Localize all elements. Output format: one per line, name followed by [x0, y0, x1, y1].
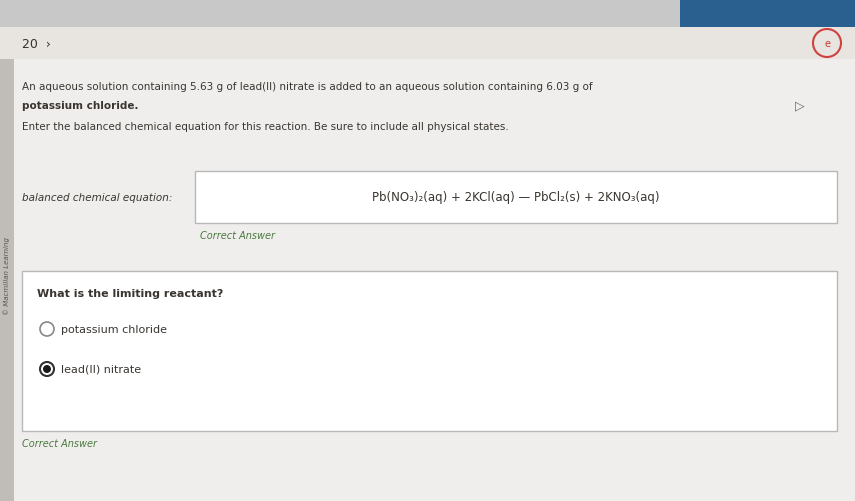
Text: Correct Answer: Correct Answer — [200, 230, 275, 240]
Text: potassium chloride: potassium chloride — [61, 324, 167, 334]
Text: What is the limiting reactant?: What is the limiting reactant? — [37, 289, 223, 299]
Text: An aqueous solution containing 5.63 g of lead(II) nitrate is added to an aqueous: An aqueous solution containing 5.63 g of… — [22, 82, 593, 92]
Polygon shape — [0, 0, 855, 28]
Circle shape — [40, 362, 54, 376]
Text: e: e — [824, 39, 830, 49]
Text: © Macmillan Learning: © Macmillan Learning — [3, 236, 10, 315]
FancyBboxPatch shape — [22, 272, 837, 431]
Text: Pb(NO₃)₂(aq) + 2KCl(aq) — PbCl₂(s) + 2KNO₃(aq): Pb(NO₃)₂(aq) + 2KCl(aq) — PbCl₂(s) + 2KN… — [372, 191, 660, 204]
Text: lead(II) nitrate: lead(II) nitrate — [61, 364, 141, 374]
Text: ▷: ▷ — [795, 99, 805, 112]
FancyBboxPatch shape — [195, 172, 837, 223]
Text: potassium chloride.: potassium chloride. — [22, 101, 139, 111]
Circle shape — [813, 30, 841, 58]
Text: Correct Answer: Correct Answer — [22, 438, 97, 448]
Text: balanced chemical equation:: balanced chemical equation: — [22, 192, 173, 202]
Polygon shape — [0, 28, 855, 60]
Circle shape — [40, 322, 54, 336]
Text: Enter the balanced chemical equation for this reaction. Be sure to include all p: Enter the balanced chemical equation for… — [22, 122, 509, 132]
Circle shape — [43, 365, 51, 373]
Polygon shape — [0, 60, 855, 501]
Polygon shape — [0, 60, 14, 501]
Text: 20  ›: 20 › — [22, 38, 51, 51]
Polygon shape — [680, 0, 855, 28]
